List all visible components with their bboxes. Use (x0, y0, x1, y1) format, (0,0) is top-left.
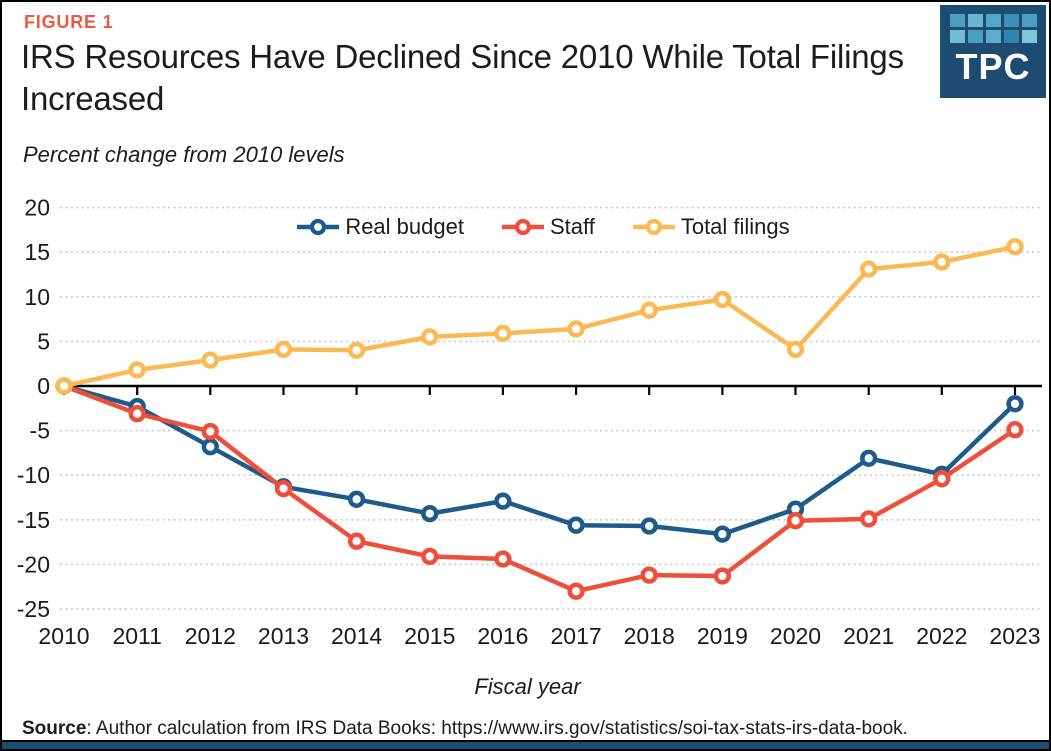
svg-text:-10: -10 (17, 462, 50, 488)
svg-text:2016: 2016 (477, 623, 528, 649)
legend-item-real-budget: Real budget (295, 214, 464, 240)
line-marker-icon (501, 218, 544, 236)
tpc-logo-text: TPC (955, 46, 1031, 87)
figure-subtitle: Percent change from 2010 levels (23, 142, 345, 167)
svg-text:2023: 2023 (989, 623, 1040, 649)
line-marker-icon (297, 218, 340, 236)
svg-text:2011: 2011 (112, 623, 161, 649)
svg-text:2015: 2015 (404, 623, 455, 649)
bottom-rule (2, 740, 1049, 742)
legend-label: Total filings (680, 214, 790, 239)
svg-text:2020: 2020 (770, 623, 821, 649)
svg-text:-15: -15 (17, 507, 50, 533)
svg-text:2022: 2022 (916, 623, 967, 649)
source-line: Source: Author calculation from IRS Data… (22, 718, 908, 740)
legend-label: Real budget (345, 214, 464, 239)
footer-brand-bar (2, 742, 1049, 749)
line-marker-icon (632, 218, 675, 236)
chart-legend: Real budget Staff Total filings (2, 214, 1049, 240)
svg-text:-25: -25 (17, 596, 50, 622)
tpc-logo-grid-icon (949, 14, 1037, 43)
svg-text:15: 15 (24, 239, 50, 265)
tpc-logo[interactable]: TPC (940, 5, 1046, 98)
legend-item-staff: Staff (500, 214, 595, 240)
legend-label: Staff (549, 214, 595, 239)
svg-text:2010: 2010 (38, 623, 89, 649)
svg-text:2019: 2019 (697, 623, 748, 649)
source-text: : Author calculation from IRS Data Books… (86, 718, 908, 739)
svg-text:2021: 2021 (843, 623, 894, 649)
svg-text:-5: -5 (30, 418, 50, 444)
svg-text:-20: -20 (17, 551, 50, 577)
svg-text:2017: 2017 (551, 623, 602, 649)
svg-text:5: 5 (37, 328, 50, 354)
svg-text:2013: 2013 (258, 623, 309, 649)
figure-label: FIGURE 1 (24, 12, 114, 32)
source-label: Source (22, 718, 87, 739)
svg-text:2014: 2014 (331, 623, 382, 649)
svg-text:0: 0 (37, 373, 50, 399)
svg-text:10: 10 (24, 284, 50, 310)
svg-text:2018: 2018 (624, 623, 675, 649)
legend-item-total-filings: Total filings (631, 214, 790, 240)
x-axis-title: Fiscal year (474, 674, 581, 699)
svg-text:2012: 2012 (185, 623, 236, 649)
figure-title: IRS Resources Have Declined Since 2010 W… (21, 38, 904, 118)
